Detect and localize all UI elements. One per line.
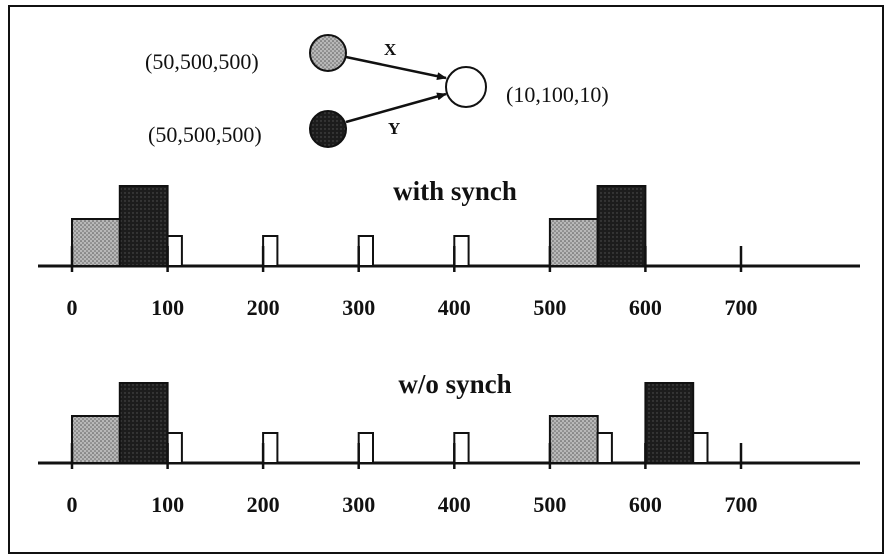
source-x-node (309, 34, 347, 72)
tick-label: 600 (629, 492, 662, 517)
edge-x-label: X (384, 40, 397, 59)
timeline-bar-out (357, 432, 375, 464)
timeline-title: w/o synch (398, 369, 511, 399)
tick-label: 500 (533, 295, 566, 320)
timeline-bars (71, 382, 709, 464)
source-y-node (309, 110, 347, 148)
tick-label: 700 (725, 295, 758, 320)
tick-label: 200 (247, 295, 280, 320)
timeline-bar-out (453, 432, 470, 464)
timeline-bar-x (548, 218, 599, 267)
timeline-bar-out (692, 432, 709, 464)
timeline-bar-out (166, 235, 183, 267)
timeline-bar-out (357, 235, 375, 267)
timeline-bar-x (71, 218, 121, 267)
edge-y-arrow (345, 92, 447, 124)
tick-label: 100 (151, 492, 184, 517)
tick-label: 0 (67, 295, 78, 320)
network-diagram: (50,500,500) X (50,500,500) Y (10,100,10… (145, 34, 609, 148)
tick-label: 0 (67, 492, 78, 517)
source-y-label: (50,500,500) (148, 122, 262, 147)
timeline-bar-y (118, 382, 169, 464)
timeline-bar-x (548, 415, 599, 464)
target-node (445, 66, 487, 108)
target-label: (10,100,10) (506, 82, 609, 107)
tick-label: 300 (342, 295, 375, 320)
tick-label: 600 (629, 295, 662, 320)
timeline-ticks: 0 100 200 300 400 500 600 700 (67, 443, 758, 517)
tick-label: 700 (725, 492, 758, 517)
timeline-bar-out (262, 432, 279, 464)
timeline-bar-out (596, 432, 613, 464)
tick-label: 500 (533, 492, 566, 517)
timeline-without-synch: w/o synch 0 100 200 300 400 500 600 700 (38, 369, 860, 517)
timeline-bar-y (596, 185, 647, 267)
edge-x-arrow (345, 55, 447, 81)
timeline-with-synch: with synch 0 100 200 300 400 500 600 700 (38, 176, 860, 320)
tick-label: 400 (438, 295, 471, 320)
timeline-ticks: 0 100 200 300 400 500 600 700 (67, 246, 758, 320)
timeline-title: with synch (393, 176, 517, 206)
source-x-label: (50,500,500) (145, 49, 259, 74)
timeline-bars (71, 185, 647, 267)
edge-y-label: Y (388, 119, 400, 138)
timeline-bar-out (262, 235, 279, 267)
timeline-bar-y (118, 185, 169, 267)
timeline-bar-y (644, 382, 695, 464)
timeline-bar-out (166, 432, 183, 464)
tick-label: 200 (247, 492, 280, 517)
timeline-bar-out (453, 235, 470, 267)
timeline-bar-x (71, 415, 121, 464)
tick-label: 100 (151, 295, 184, 320)
tick-label: 300 (342, 492, 375, 517)
tick-label: 400 (438, 492, 471, 517)
